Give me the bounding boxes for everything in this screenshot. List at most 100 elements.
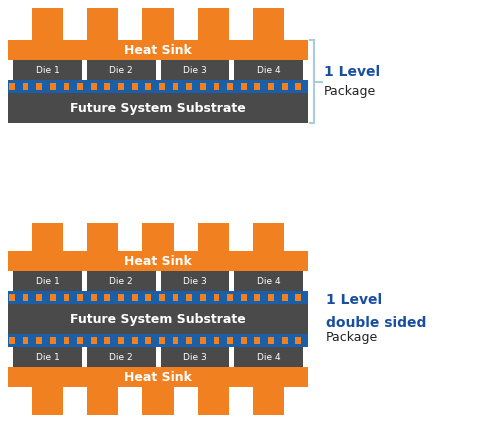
Bar xyxy=(198,8,229,40)
Bar xyxy=(118,294,124,302)
Text: Package: Package xyxy=(324,85,376,97)
Bar xyxy=(268,82,274,91)
Bar xyxy=(50,82,56,91)
Bar xyxy=(143,387,174,415)
Bar xyxy=(159,82,165,91)
Text: Die 4: Die 4 xyxy=(257,352,280,362)
Bar xyxy=(214,82,219,91)
Bar xyxy=(87,60,156,80)
Text: Die 2: Die 2 xyxy=(109,277,133,286)
Bar xyxy=(295,337,301,344)
Text: Heat Sink: Heat Sink xyxy=(124,371,192,384)
Bar xyxy=(23,294,28,302)
Bar xyxy=(36,82,42,91)
Text: Die 1: Die 1 xyxy=(36,66,59,74)
Bar xyxy=(295,294,301,302)
Bar xyxy=(105,82,110,91)
Bar xyxy=(32,223,63,251)
Bar xyxy=(8,40,308,60)
Bar xyxy=(8,93,308,123)
Bar xyxy=(173,82,179,91)
Bar xyxy=(91,294,96,302)
Bar xyxy=(282,294,288,302)
Bar xyxy=(268,337,274,344)
Text: Die 1: Die 1 xyxy=(36,277,59,286)
Text: double sided: double sided xyxy=(326,316,426,330)
Bar xyxy=(13,60,82,80)
Bar xyxy=(241,337,247,344)
Bar xyxy=(23,337,28,344)
Bar xyxy=(9,294,15,302)
Bar xyxy=(200,337,206,344)
Bar xyxy=(143,223,174,251)
Bar xyxy=(8,251,308,271)
Bar xyxy=(173,294,179,302)
Text: Die 4: Die 4 xyxy=(257,66,280,74)
Bar xyxy=(186,337,192,344)
Bar xyxy=(145,294,151,302)
Text: Heat Sink: Heat Sink xyxy=(124,255,192,267)
Text: Future System Substrate: Future System Substrate xyxy=(70,313,246,326)
Text: Die 3: Die 3 xyxy=(183,352,207,362)
Bar xyxy=(8,291,308,304)
Bar xyxy=(77,294,83,302)
Bar xyxy=(50,337,56,344)
Bar xyxy=(234,60,303,80)
Bar xyxy=(87,223,119,251)
Bar xyxy=(253,223,284,251)
Bar xyxy=(159,294,165,302)
Bar xyxy=(118,337,124,344)
Bar xyxy=(132,294,138,302)
Bar xyxy=(63,337,70,344)
Text: Die 1: Die 1 xyxy=(36,352,59,362)
Bar xyxy=(9,337,15,344)
Text: Die 3: Die 3 xyxy=(183,277,207,286)
Bar xyxy=(282,82,288,91)
Bar xyxy=(91,337,96,344)
Bar xyxy=(77,337,83,344)
Bar xyxy=(132,82,138,91)
Bar xyxy=(227,82,233,91)
Bar xyxy=(253,387,284,415)
Bar xyxy=(234,271,303,291)
Bar xyxy=(145,82,151,91)
Bar xyxy=(200,294,206,302)
Bar xyxy=(214,294,219,302)
Bar xyxy=(77,82,83,91)
Bar xyxy=(8,304,308,334)
Bar xyxy=(36,337,42,344)
Bar xyxy=(132,337,138,344)
Bar xyxy=(105,294,110,302)
Text: Heat Sink: Heat Sink xyxy=(124,44,192,57)
Bar xyxy=(23,82,28,91)
Bar xyxy=(282,337,288,344)
Bar xyxy=(241,82,247,91)
Text: Package: Package xyxy=(326,331,378,344)
Bar xyxy=(13,347,82,367)
Bar xyxy=(8,80,308,93)
Bar xyxy=(200,82,206,91)
Text: Die 4: Die 4 xyxy=(257,277,280,286)
Bar xyxy=(254,294,260,302)
Bar xyxy=(36,294,42,302)
Bar xyxy=(63,82,70,91)
Bar xyxy=(214,337,219,344)
Bar xyxy=(198,223,229,251)
Bar xyxy=(254,337,260,344)
Text: Die 3: Die 3 xyxy=(183,66,207,74)
Bar xyxy=(145,337,151,344)
Bar xyxy=(8,334,308,347)
Bar xyxy=(198,387,229,415)
Bar xyxy=(105,337,110,344)
Bar xyxy=(118,82,124,91)
Bar xyxy=(8,367,308,387)
Bar xyxy=(160,271,229,291)
Bar xyxy=(160,60,229,80)
Bar xyxy=(91,82,96,91)
Bar xyxy=(143,8,174,40)
Bar xyxy=(50,294,56,302)
Bar xyxy=(186,82,192,91)
Bar xyxy=(159,337,165,344)
Bar xyxy=(253,8,284,40)
Bar xyxy=(295,82,301,91)
